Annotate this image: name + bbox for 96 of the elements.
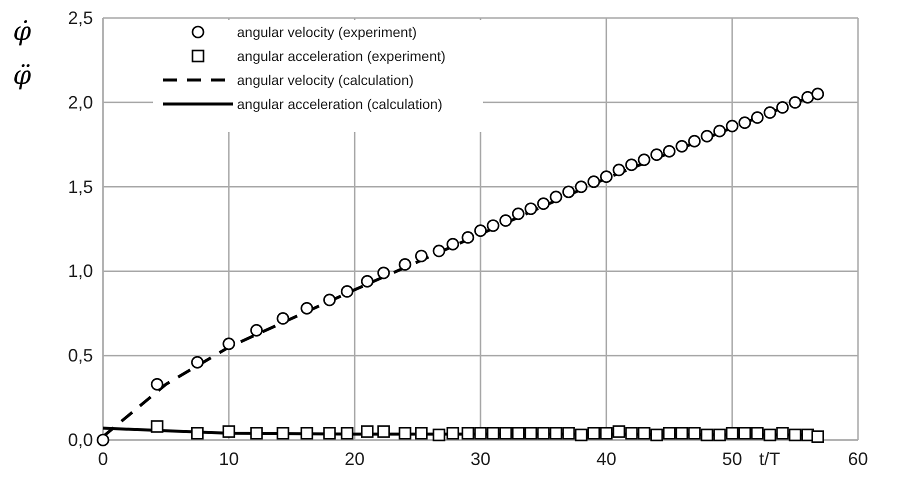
point (300, 426, 314, 440)
point (524, 426, 538, 440)
y-tick-label: 1,5 (68, 176, 93, 197)
point (340, 285, 354, 298)
point (323, 294, 336, 306)
x-tick-label: 50 (722, 449, 742, 469)
legend-label: angular acceleration (experiment) (237, 48, 446, 64)
point (462, 426, 474, 440)
point (587, 175, 600, 188)
point (276, 426, 290, 440)
point (764, 106, 776, 119)
point (700, 428, 714, 442)
legend-label: angular velocity (calculation) (237, 72, 414, 88)
x-tick-label: 40 (596, 449, 616, 469)
point (512, 426, 525, 440)
point (323, 426, 336, 440)
point (524, 202, 538, 216)
y-tick-label: 2,5 (68, 8, 93, 28)
legend-label: angular velocity (experiment) (237, 24, 417, 40)
point (550, 426, 562, 440)
point (340, 426, 354, 440)
point (377, 266, 390, 280)
point (638, 426, 650, 440)
point (415, 426, 428, 440)
point (650, 428, 663, 442)
point (550, 190, 562, 204)
point (811, 88, 824, 100)
point (738, 426, 752, 440)
point (662, 426, 676, 440)
x-tick-label: 60 (848, 449, 868, 469)
point (562, 186, 575, 198)
point (432, 244, 446, 258)
point (726, 120, 738, 132)
point (222, 425, 236, 438)
y-tick-label: 0,0 (68, 430, 93, 450)
point (398, 258, 412, 271)
point (688, 134, 701, 148)
point (537, 426, 550, 440)
point (96, 434, 110, 446)
point (700, 130, 714, 142)
y-axis-title: φ̇ φ̈ (12, 17, 32, 91)
point (398, 426, 412, 440)
point (150, 420, 164, 433)
point (650, 148, 663, 162)
point (625, 426, 638, 440)
y-tick-label: 1,0 (68, 261, 93, 282)
point (726, 426, 738, 440)
point (574, 180, 588, 194)
point (486, 426, 500, 440)
point (276, 312, 290, 325)
point (612, 164, 626, 176)
point (612, 425, 626, 438)
point (776, 426, 789, 440)
point (415, 250, 428, 262)
point (713, 428, 726, 442)
point (360, 425, 374, 438)
point (574, 428, 588, 442)
x-tick-label: 20 (344, 449, 365, 469)
point (191, 426, 204, 440)
point (738, 116, 752, 129)
point (600, 426, 613, 440)
point (688, 426, 701, 440)
x-tick-label: 30 (470, 449, 491, 469)
point (788, 96, 802, 109)
point (751, 111, 764, 124)
point (638, 153, 650, 166)
point (764, 428, 776, 442)
point (676, 140, 688, 153)
point (676, 426, 688, 440)
point (222, 337, 236, 350)
x-tick-label: 10 (218, 449, 239, 469)
x-tick-label: 0 (98, 449, 108, 469)
point (191, 356, 204, 369)
x-axis-title: t/T (759, 449, 780, 469)
point (600, 170, 613, 183)
point (562, 426, 575, 440)
point (432, 428, 446, 442)
legend-label: angular acceleration (calculation) (237, 96, 442, 112)
point (499, 426, 512, 440)
point (788, 428, 802, 442)
point (377, 425, 390, 438)
point (776, 101, 789, 114)
point (587, 426, 600, 440)
point (486, 219, 500, 232)
point (250, 426, 263, 440)
y-tick-label: 0,5 (68, 346, 93, 366)
point (811, 430, 824, 443)
point (300, 302, 314, 315)
point (662, 145, 676, 158)
point (474, 224, 487, 237)
point (751, 426, 764, 440)
point (474, 426, 487, 440)
y-tick-label: 2,0 (68, 92, 93, 112)
point (462, 231, 474, 244)
point (446, 426, 460, 440)
point (499, 214, 512, 227)
